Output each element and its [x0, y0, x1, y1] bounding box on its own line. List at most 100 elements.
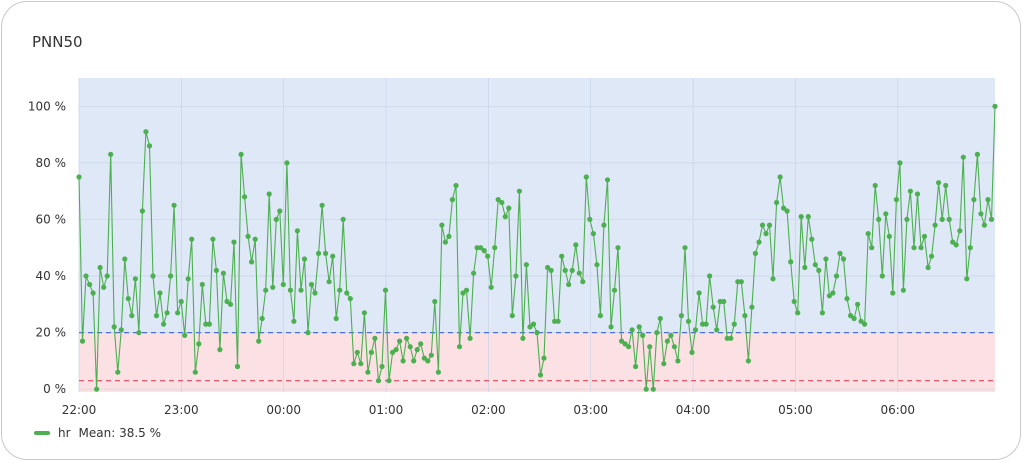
data-point — [175, 310, 181, 316]
data-point — [231, 239, 237, 245]
data-point — [305, 330, 311, 336]
data-point — [245, 233, 251, 239]
data-point — [115, 369, 121, 375]
data-point — [932, 222, 938, 228]
data-point — [90, 290, 96, 296]
data-point — [344, 290, 350, 296]
data-point — [182, 332, 188, 338]
data-point — [150, 273, 156, 279]
data-point — [277, 208, 283, 214]
data-point — [604, 177, 611, 183]
data-point — [590, 231, 597, 237]
data-point — [456, 344, 463, 350]
data-point — [957, 228, 963, 234]
data-point — [907, 188, 914, 194]
data-point — [724, 335, 730, 341]
data-point — [848, 313, 854, 319]
data-point — [439, 222, 445, 228]
data-point — [136, 330, 142, 336]
data-point — [569, 267, 575, 273]
data-point — [485, 253, 491, 259]
data-point — [316, 250, 322, 256]
data-point — [266, 191, 272, 197]
data-point — [527, 324, 533, 330]
data-point — [548, 267, 554, 273]
data-point — [122, 256, 128, 262]
data-point — [83, 273, 89, 279]
data-point — [788, 259, 794, 265]
data-point — [573, 242, 579, 248]
data-point — [379, 363, 385, 370]
data-point — [421, 355, 427, 361]
band-upper — [79, 78, 995, 333]
data-point — [597, 313, 604, 319]
data-point — [520, 335, 526, 341]
data-point — [168, 273, 174, 279]
data-point — [900, 287, 907, 293]
data-point — [97, 264, 103, 271]
data-point — [238, 151, 244, 157]
data-point — [323, 250, 329, 256]
data-point — [368, 349, 374, 355]
data-point — [946, 216, 952, 222]
data-point — [390, 349, 396, 355]
data-point — [661, 361, 667, 367]
data-point — [530, 321, 537, 327]
band-lower — [79, 332, 995, 392]
data-point — [710, 304, 716, 310]
data-point — [876, 216, 882, 222]
data-point — [823, 256, 829, 262]
data-point — [411, 358, 417, 364]
x-tick-label: 00:00 — [266, 403, 301, 417]
data-point — [819, 310, 826, 316]
data-point — [844, 296, 850, 302]
data-point — [893, 197, 900, 203]
data-point — [685, 318, 692, 324]
data-point — [203, 321, 209, 327]
data-point — [333, 315, 339, 322]
data-point — [375, 378, 382, 384]
data-point — [270, 284, 276, 290]
data-point — [523, 262, 530, 268]
x-tick-label: 06:00 — [880, 403, 915, 417]
data-point — [795, 310, 801, 316]
data-point — [234, 363, 241, 370]
data-point — [481, 248, 487, 254]
data-point — [929, 253, 935, 259]
data-point — [742, 313, 748, 319]
data-point — [224, 298, 230, 305]
data-point — [502, 214, 508, 220]
data-point — [668, 332, 674, 338]
data-point — [125, 296, 131, 302]
data-point — [939, 216, 945, 222]
data-point — [978, 211, 984, 217]
data-point — [809, 236, 815, 242]
data-point — [516, 188, 523, 194]
data-point — [301, 256, 308, 262]
data-point — [94, 386, 100, 392]
data-point — [964, 276, 970, 282]
legend-swatch — [34, 431, 50, 435]
x-tick-label: 23:00 — [164, 403, 199, 417]
data-point — [76, 174, 82, 180]
data-point — [545, 264, 551, 271]
data-point — [361, 310, 367, 316]
data-point — [897, 160, 903, 166]
data-point — [925, 264, 931, 271]
data-point — [615, 245, 621, 251]
legend[interactable]: hr Mean: 38.5 % — [34, 426, 161, 440]
data-point — [404, 335, 410, 341]
data-point — [636, 324, 642, 330]
data-point — [594, 262, 600, 268]
data-point — [499, 199, 505, 206]
data-point — [87, 281, 93, 288]
data-point — [745, 358, 752, 364]
data-point — [397, 338, 403, 344]
data-point — [759, 222, 766, 228]
data-point — [509, 313, 515, 319]
data-point — [650, 386, 656, 392]
data-point — [153, 313, 160, 319]
data-point — [643, 386, 649, 392]
data-point — [192, 369, 198, 375]
data-point — [287, 287, 293, 293]
